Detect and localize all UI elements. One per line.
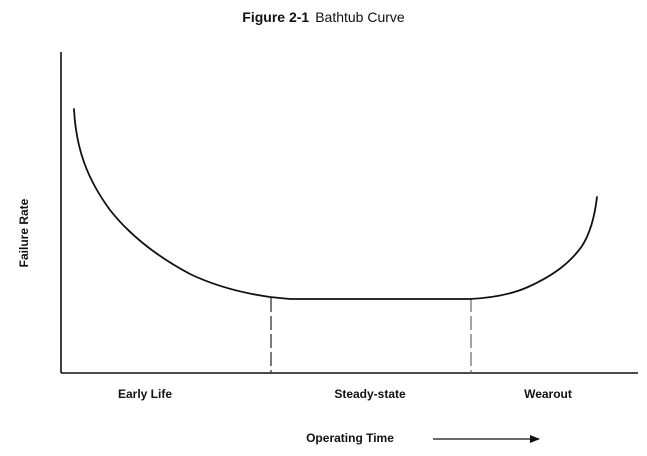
phase-label-early-life: Early Life bbox=[117, 387, 173, 401]
x-axis-label: Operating Time bbox=[306, 431, 394, 445]
failure-rate-curve bbox=[73, 108, 598, 300]
figure-title: Figure 2-1 Bathtub Curve bbox=[0, 9, 647, 25]
y-axis-label: Failure Rate bbox=[17, 198, 31, 268]
figure-title-text: Bathtub Curve bbox=[315, 9, 405, 25]
phase-label-wearout: Wearout bbox=[524, 387, 572, 401]
figure-number: Figure 2-1 bbox=[242, 9, 310, 25]
phase-label-steady-state: Steady-state bbox=[334, 387, 406, 401]
